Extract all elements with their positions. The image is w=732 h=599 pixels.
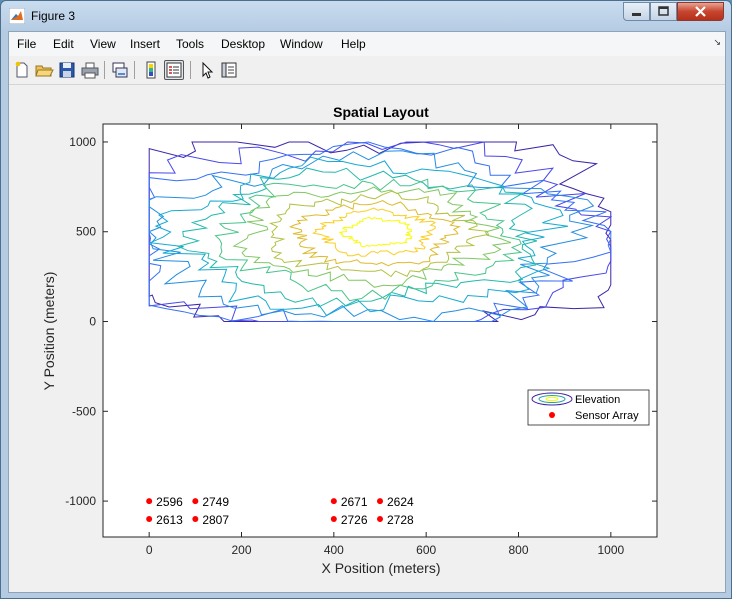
- sensor-marker: [146, 498, 153, 505]
- save-button[interactable]: [57, 60, 77, 80]
- x-axis-label: X Position (meters): [321, 560, 440, 576]
- menu-edit[interactable]: Edit: [53, 37, 74, 51]
- legend-sensor-marker: [549, 412, 555, 418]
- sensor-marker: [330, 498, 337, 505]
- sensor-marker: [192, 516, 199, 523]
- new-figure-icon: [15, 61, 28, 78]
- y-axis-label: Y Position (meters): [41, 272, 57, 391]
- elevation-contour-line: [148, 141, 613, 322]
- legend-elevation-label: Elevation: [575, 394, 620, 406]
- open-file-icon: [35, 65, 54, 77]
- legend-button[interactable]: [164, 60, 184, 80]
- minimize-button[interactable]: [623, 2, 650, 21]
- y-tick-label: 0: [89, 315, 96, 329]
- link-plot-icon: [112, 62, 128, 78]
- y-tick-label: -1000: [65, 494, 96, 508]
- print-button[interactable]: [80, 60, 100, 80]
- sensor-label: 2749: [202, 495, 229, 509]
- toolbar-separator: [190, 61, 191, 79]
- legend-icon: [166, 62, 182, 78]
- y-tick-label: 1000: [69, 135, 96, 149]
- close-icon: [695, 6, 706, 17]
- menu-bar: File Edit View Insert Tools Desktop Wind…: [9, 32, 725, 56]
- y-axis-ticks: -1000 -500 0 500 1000: [65, 135, 657, 508]
- sensor-label: 2807: [202, 513, 229, 527]
- new-figure-button[interactable]: [12, 60, 32, 80]
- y-tick-label: -500: [72, 404, 96, 418]
- menu-help[interactable]: Help: [341, 37, 366, 51]
- menu-file[interactable]: File: [17, 37, 37, 51]
- elevation-contour-line: [269, 190, 490, 278]
- save-icon: [59, 62, 75, 78]
- sensor-label: 2613: [156, 513, 183, 527]
- elevation-contour-line: [214, 178, 523, 302]
- figure-client-area: File Edit View Insert Tools Desktop Wind…: [8, 31, 726, 593]
- sensor-label: 2671: [341, 495, 368, 509]
- sensor-marker: [146, 516, 153, 523]
- elevation-contour-line: [339, 216, 413, 248]
- menu-insert[interactable]: Insert: [130, 37, 161, 51]
- x-tick-label: 800: [508, 543, 528, 557]
- sensor-marker: [192, 498, 199, 505]
- window-title: Figure 3: [31, 9, 76, 23]
- legend[interactable]: Elevation Sensor Array: [527, 389, 650, 426]
- title-bar[interactable]: Figure 3: [1, 1, 731, 31]
- colorbar-icon: [146, 61, 156, 79]
- toolbar-separator: [104, 61, 105, 79]
- maximize-button[interactable]: [650, 2, 677, 21]
- elevation-contour-line: [148, 150, 595, 323]
- link-plot-button[interactable]: [110, 60, 130, 80]
- menu-desktop[interactable]: Desktop: [221, 37, 266, 51]
- maximize-icon: [658, 6, 669, 16]
- colorbar-button[interactable]: [141, 60, 161, 80]
- x-tick-label: 600: [416, 543, 436, 557]
- x-axis-ticks: 0 200 400 600 800 1000: [146, 124, 625, 557]
- elevation-contour-line: [288, 200, 461, 267]
- x-tick-label: 1000: [597, 543, 624, 557]
- figure-toolbar: [9, 57, 725, 85]
- pointer-icon: [202, 61, 214, 79]
- minimize-icon: [632, 13, 641, 16]
- sensor-label: 2726: [341, 513, 368, 527]
- matlab-logo-icon: [9, 8, 25, 24]
- close-button[interactable]: [677, 2, 724, 21]
- menu-view[interactable]: View: [90, 37, 116, 51]
- sensor-marker: [330, 516, 337, 523]
- menu-window[interactable]: Window: [280, 37, 323, 51]
- property-editor-icon: [221, 62, 237, 78]
- sensor-label: 2624: [387, 495, 414, 509]
- menu-tools[interactable]: Tools: [176, 37, 205, 51]
- elevation-contour-line: [148, 141, 612, 323]
- sensor-marker: [377, 516, 383, 523]
- sensor-array: 2596 2749 2671 2624 2613 2807 2726 2728: [146, 495, 414, 527]
- sensor-label: 2596: [156, 495, 183, 509]
- property-editor-button[interactable]: [219, 60, 239, 80]
- axes-background[interactable]: [103, 124, 657, 537]
- legend-sensor-label: Sensor Array: [575, 410, 639, 422]
- sensor-marker: [377, 498, 383, 505]
- elevation-contour-line: [312, 207, 437, 257]
- print-icon: [81, 62, 99, 79]
- elevation-contours: [148, 141, 613, 323]
- x-tick-label: 0: [146, 543, 153, 557]
- dock-arrow-icon[interactable]: ↘: [713, 38, 721, 48]
- y-tick-label: 500: [76, 225, 96, 239]
- open-file-button[interactable]: [34, 60, 54, 80]
- elevation-contour-line: [148, 156, 569, 317]
- figure-canvas: Spatial Layout 2596 2749 2671 2624 2613 2807 2…: [9, 85, 725, 592]
- chart-title: Spatial Layout: [333, 104, 429, 120]
- sensor-label: 2728: [387, 513, 414, 527]
- legend-elevation-icon: [531, 392, 573, 406]
- x-tick-label: 400: [324, 543, 344, 557]
- axes-box: [102, 123, 658, 538]
- edit-plot-button[interactable]: [197, 60, 217, 80]
- x-tick-label: 200: [231, 543, 251, 557]
- toolbar-separator: [134, 61, 135, 79]
